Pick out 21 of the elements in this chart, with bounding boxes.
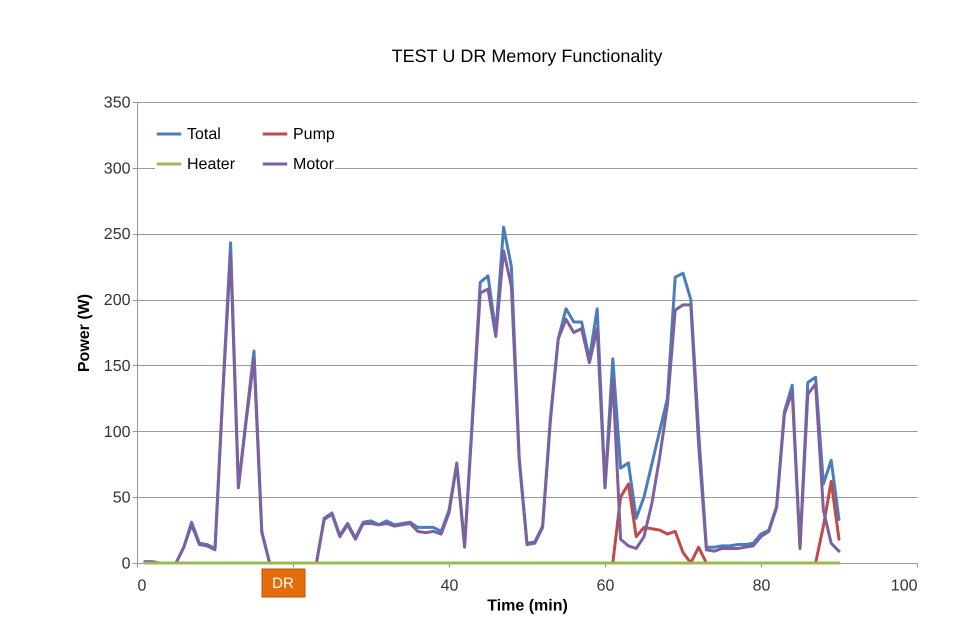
x-tick-label: 40 — [440, 578, 458, 594]
chart-title: TEST U DR Memory Functionality — [392, 46, 662, 66]
y-tick-label: 150 — [104, 358, 131, 375]
text: DR — [272, 575, 294, 592]
y-axis-title: Power (W) — [76, 294, 93, 372]
x-tick-label: 0 — [138, 578, 146, 594]
y-tick-label: 300 — [104, 160, 131, 178]
legend-label: Motor — [293, 156, 335, 173]
y-tick-label: 50 — [112, 490, 131, 507]
y-tick-label: 0 — [122, 556, 131, 572]
y-tick-label: 350 — [104, 94, 131, 112]
legend-label: Total — [187, 126, 221, 143]
x-axis-title: Time (min) — [487, 598, 568, 614]
legend-label: Heater — [187, 156, 236, 173]
legend-label: Pump — [293, 126, 335, 143]
x-tick-label: 80 — [752, 578, 770, 594]
y-tick-label: 250 — [104, 226, 131, 244]
y-tick-label: 200 — [104, 292, 131, 310]
x-tick-label: 100 — [890, 578, 918, 594]
y-tick-label: 100 — [104, 424, 131, 441]
x-tick-label: 60 — [596, 578, 614, 594]
